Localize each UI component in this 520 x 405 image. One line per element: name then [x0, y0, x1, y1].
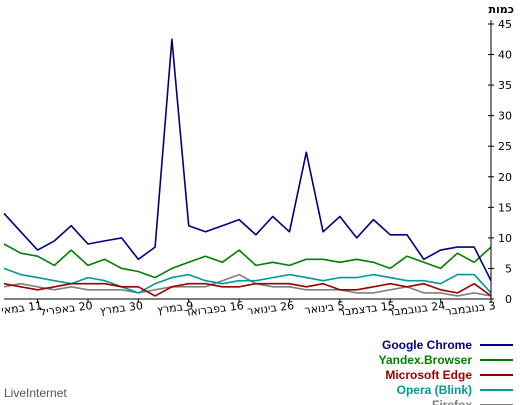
- legend-label-4: Firefox: [432, 398, 472, 405]
- y-tick-label-1: 5: [505, 262, 512, 275]
- x-tick-label-6: 9 במרץ: [156, 299, 194, 316]
- plot-area: [3, 38, 492, 297]
- y-tick-label-3: 15: [498, 201, 512, 214]
- y-tick-label-6: 30: [498, 110, 512, 123]
- x-tick-label-8: 20 באפריל: [39, 299, 93, 318]
- series-line-1: [3, 243, 492, 279]
- series-line-2: [3, 282, 492, 297]
- series-line-4: [3, 273, 492, 297]
- y-tick-label-8: 40: [498, 49, 512, 62]
- y-tick-label-7: 35: [498, 79, 512, 92]
- legend-label-2: Microsoft Edge: [385, 368, 472, 382]
- y-tick-label-0: 0: [505, 293, 512, 306]
- y-tick-label-9: 45: [498, 18, 512, 31]
- y-tick-label-5: 25: [498, 140, 512, 153]
- legend-label-0: Google Chrome: [382, 338, 472, 352]
- legend-label-3: Opera (Blink): [397, 383, 472, 397]
- x-tick-label-1: 24 בנובמבר: [387, 299, 446, 319]
- series-line-0: [3, 38, 492, 282]
- legend-label-1: Yandex.Browser: [379, 353, 473, 367]
- series-line-3: [3, 267, 492, 294]
- y-axis-label: כמות: [489, 3, 514, 16]
- x-tick-label-3: 5 בינואר: [304, 299, 346, 317]
- x-tick-label-4: 26 בינואר: [246, 299, 295, 318]
- x-tick-label-2: 15 בדצמבר: [338, 299, 396, 319]
- brand-footer[interactable]: LiveInternet: [4, 386, 67, 400]
- y-tick-label-4: 20: [498, 171, 512, 184]
- y-tick-label-2: 10: [498, 232, 512, 245]
- x-tick-label-9: 11 במאי: [1, 299, 43, 317]
- x-tick-label-0: 3 בנובמבר: [445, 299, 497, 318]
- x-tick-label-7: 30 במרץ: [99, 299, 144, 317]
